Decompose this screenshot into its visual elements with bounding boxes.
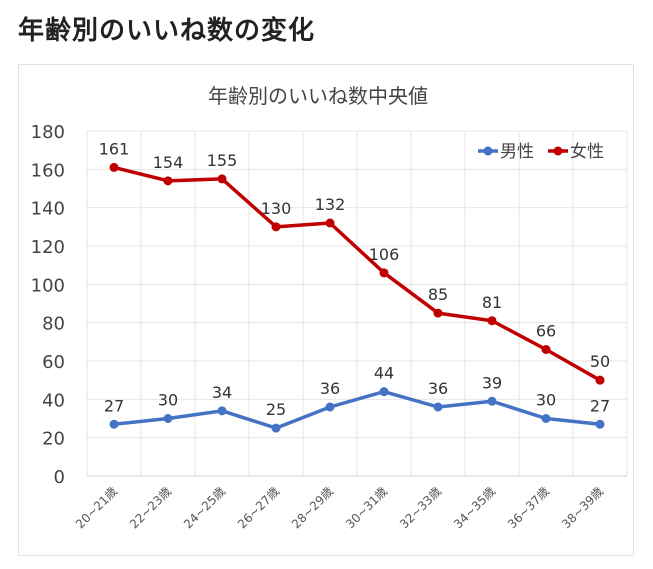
data-label: 30 [536,391,556,410]
y-tick-label: 0 [54,467,65,488]
data-point [163,176,173,186]
x-tick-label: 36~37歳 [505,484,552,531]
data-point [325,218,335,228]
x-tick-label: 20~21歳 [73,484,120,531]
y-tick-label: 80 [42,314,65,335]
data-point [433,402,443,412]
y-tick-label: 60 [42,352,65,373]
data-point [595,419,605,429]
y-tick-label: 20 [42,429,65,450]
data-label: 50 [590,352,610,371]
y-axis-ticks: 0 20 40 60 80 100 120 140 160 180 [31,122,65,488]
data-label: 39 [482,373,502,392]
x-axis-ticks: 20~21歳 22~23歳 24~25歳 26~27歳 28~29歳 30~31歳 32~3… [73,484,606,531]
data-point [217,174,227,184]
x-tick-label: 26~27歳 [235,484,282,531]
data-point [163,414,173,423]
legend-marker-1 [553,146,563,156]
data-label: 81 [482,293,502,312]
data-point [541,414,551,423]
legend-label: 男性 [500,142,534,162]
chart-card [18,64,634,556]
data-label: 85 [428,285,448,304]
data-label: 154 [153,153,184,172]
data-point [487,396,497,406]
data-label: 155 [207,151,238,170]
y-tick-label: 100 [31,275,65,296]
data-labels: 27 30 34 25 36 44 36 39 30 27 161 154 155 130 132 106 85… [99,139,610,419]
data-label: 30 [158,391,178,410]
data-label: 66 [536,322,556,341]
data-point [271,222,281,232]
series-layer [109,162,605,433]
data-label: 161 [99,139,130,158]
data-point [487,316,497,326]
data-label: 130 [261,199,292,218]
y-tick-label: 160 [31,160,65,181]
x-tick-label: 30~31歳 [343,484,390,531]
legend-label: 女性 [570,142,604,162]
data-point [541,345,551,354]
data-label: 27 [590,396,610,415]
data-point [433,308,443,318]
data-point [595,375,605,385]
legend-marker-0 [483,146,493,156]
data-label: 106 [369,245,400,264]
data-point [379,387,389,397]
series-line-0 [113,389,601,430]
y-tick-label: 140 [31,199,65,220]
x-tick-label: 38~39歳 [559,484,606,531]
data-label: 27 [104,396,124,415]
data-label: 25 [266,400,286,419]
y-tick-label: 40 [42,390,65,411]
data-point [109,419,119,429]
data-point [217,406,227,416]
data-label: 34 [212,383,232,402]
data-point [379,268,389,278]
x-tick-label: 28~29歳 [289,484,336,531]
legend: 男性 女性 [478,142,604,162]
x-tick-label: 34~35歳 [451,484,498,531]
data-point [325,402,335,412]
data-label: 44 [374,364,394,383]
page-heading: 年齢別のいいね数の変化 [18,16,316,46]
y-tick-label: 180 [31,122,65,143]
data-point [271,423,281,433]
data-point [109,162,119,172]
data-label: 36 [428,379,448,398]
chart-title: 年齢別のいいね数中央値 [208,84,428,108]
x-tick-label: 22~23歳 [127,484,174,531]
x-tick-label: 32~33歳 [397,484,444,531]
y-tick-label: 120 [31,237,65,258]
data-label: 132 [315,195,346,214]
data-label: 36 [320,379,340,398]
x-tick-label: 24~25歳 [181,484,228,531]
series-line-1 [113,165,601,382]
